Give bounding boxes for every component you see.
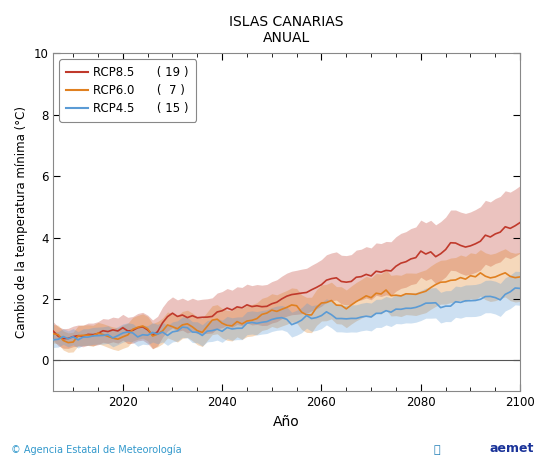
Legend: RCP8.5      ( 19 ), RCP6.0      (  7 ), RCP4.5      ( 15 ): RCP8.5 ( 19 ), RCP6.0 ( 7 ), RCP4.5 ( 15…	[59, 59, 196, 122]
Title: ISLAS CANARIAS
ANUAL: ISLAS CANARIAS ANUAL	[229, 15, 344, 45]
Y-axis label: Cambio de la temperatura mínima (°C): Cambio de la temperatura mínima (°C)	[15, 106, 28, 338]
Text: aemet: aemet	[489, 442, 534, 455]
Text: © Agencia Estatal de Meteorología: © Agencia Estatal de Meteorología	[11, 444, 182, 455]
X-axis label: Año: Año	[273, 414, 300, 429]
Text: Ⓟ: Ⓟ	[433, 445, 440, 455]
